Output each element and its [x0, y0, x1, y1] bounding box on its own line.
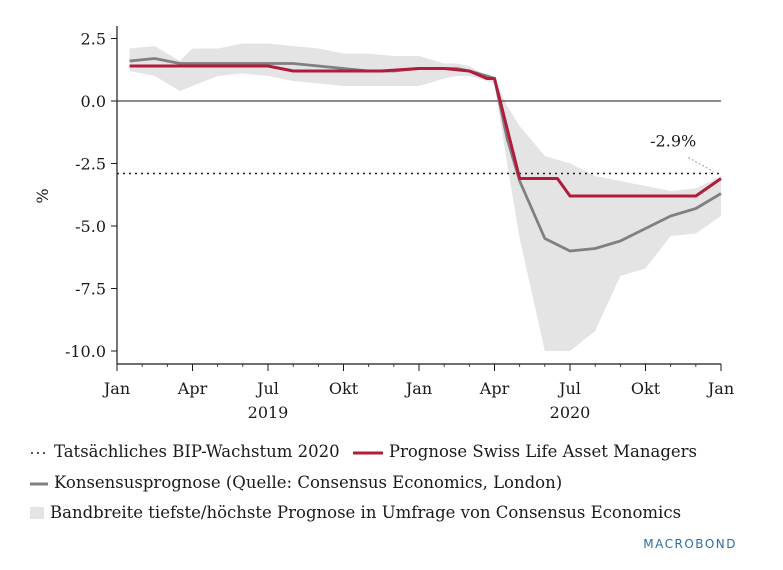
legend-swatch-band [30, 504, 44, 523]
x-tick-label: Jan [404, 379, 432, 398]
legend-label-band: Bandbreite tiefste/höchste Prognose in U… [50, 503, 682, 522]
chart-labels: 2.5 0.0 -2.5 -5.0 -7.5 -10.0% Jan Apr Jul Okt Jan A… [33, 30, 734, 423]
y-axis-title: % [33, 188, 52, 203]
annotation-label: -2.9% [650, 132, 696, 151]
slam-forecast-line [129, 64, 722, 198]
line-chart: 2.5 0.0 -2.5 -5.0 -7.5 -10.0% Jan Apr Jul Okt Jan A… [33, 26, 734, 423]
legend-label-actual: Tatsächliches BIP-Wachstum 2020 [54, 442, 340, 461]
legend-row-3: Bandbreite tiefste/höchste Prognose in U… [30, 503, 681, 523]
forecast-range-band [129, 43, 722, 351]
x-tick-label: Jan [706, 379, 734, 398]
x-tick-label: Jul [557, 379, 581, 398]
annotation-leader [688, 157, 714, 172]
legend-label-slam: Prognose Swiss Life Asset Managers [388, 442, 698, 461]
legend-swatch-consensus [30, 474, 48, 493]
legend-swatch-slam [352, 443, 383, 462]
x-tick-label: Okt [329, 379, 359, 398]
legend-row-2: Konsensusprognose (Quelle: Consensus Eco… [30, 473, 562, 493]
y-tick-label: -5.0 [75, 217, 106, 236]
x-tick-label: Jan [102, 379, 130, 398]
x-tick-label: Apr [177, 379, 208, 398]
x-tick-label: Okt [631, 379, 661, 398]
y-tick-label: -10.0 [65, 342, 106, 361]
chart-axes [111, 26, 722, 371]
legend-label-consensus: Konsensusprognose (Quelle: Consensus Eco… [54, 473, 563, 492]
y-tick-label: 2.5 [81, 30, 106, 49]
x-year-label: 2019 [248, 403, 289, 422]
y-tick-label: 0.0 [81, 92, 106, 111]
x-year-label: 2020 [550, 403, 591, 422]
macrobond-logo: MACROBOND [643, 537, 737, 551]
x-tick-label: Jul [255, 379, 279, 398]
legend-swatch-actual [30, 443, 48, 462]
legend-row-1: Tatsächliches BIP-Wachstum 2020 Prognose… [30, 442, 697, 462]
chart-series [117, 57, 722, 253]
band-area [129, 43, 722, 351]
x-tick-label: Apr [479, 379, 510, 398]
y-tick-label: -7.5 [75, 280, 106, 299]
y-tick-label: -2.5 [75, 155, 106, 174]
